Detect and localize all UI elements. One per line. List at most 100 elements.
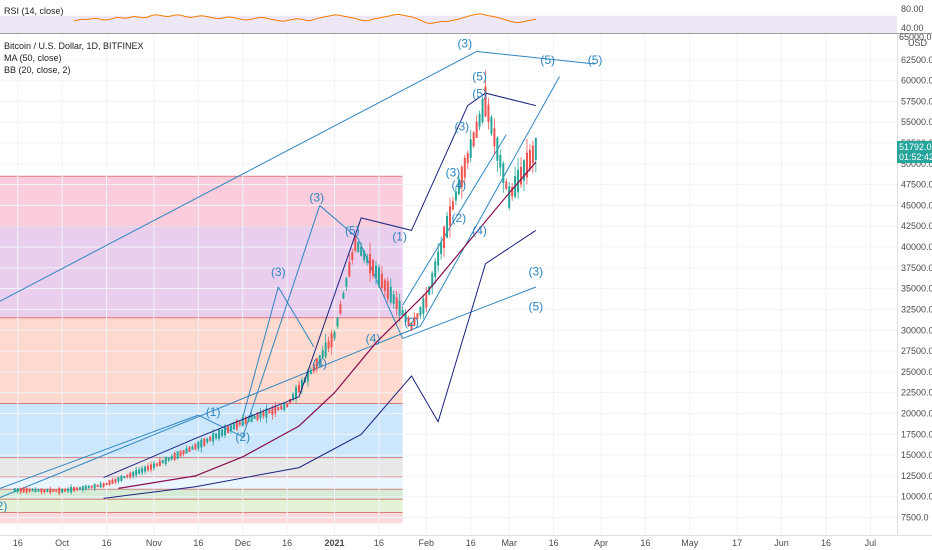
candle-body	[120, 475, 123, 481]
candle-body	[395, 297, 398, 310]
candle-body	[212, 433, 215, 442]
candle-body	[135, 470, 138, 476]
candle-body	[366, 256, 369, 263]
wave-line-major[interactable]	[0, 51, 477, 302]
candle-body	[280, 405, 283, 410]
candle-body	[490, 116, 493, 134]
candle-body	[28, 489, 31, 492]
candle-body	[336, 317, 339, 327]
wave-label: (4)	[366, 332, 381, 346]
candle-body	[241, 417, 244, 427]
candle-body	[256, 412, 259, 421]
x-tick-label: 2021	[325, 538, 345, 548]
candle-body	[508, 186, 511, 208]
candle-body	[520, 166, 523, 185]
x-tick-label: Dec	[235, 538, 252, 548]
wave-line-major-end[interactable]	[476, 50, 596, 65]
candle-body	[176, 451, 179, 459]
candle-body	[93, 484, 96, 489]
candle-body	[339, 304, 342, 314]
candle-body	[200, 439, 203, 448]
wave-line[interactable]	[319, 205, 359, 240]
wave-line[interactable]	[402, 286, 537, 340]
time-axis-labels[interactable]: 16 Oct 16 Nov 16 Dec 16 2021 16 Feb 16 Mar 16 Apr 16 Ma…	[13, 538, 876, 548]
candle-body	[321, 350, 324, 359]
x-tick-label: Oct	[55, 538, 70, 548]
candle-body	[448, 206, 451, 226]
candle-body	[229, 425, 232, 431]
rsi-legend: RSI (14, close)	[4, 6, 64, 16]
wave-channel-lower[interactable]	[0, 325, 421, 498]
candle-body	[496, 137, 499, 161]
candle-body	[289, 398, 292, 404]
wave-label: (2)	[452, 211, 467, 225]
candle-body	[437, 251, 440, 266]
wave-line[interactable]	[402, 134, 507, 306]
wave-label: (3)	[309, 190, 324, 204]
wave-channel-upper[interactable]	[419, 76, 560, 327]
candle-body	[170, 455, 173, 460]
x-tick-label: Mar	[501, 538, 517, 548]
wave-line[interactable]	[242, 205, 321, 437]
y-tick-label: 10000.0	[901, 492, 932, 502]
wave-line[interactable]	[198, 414, 243, 438]
candle-body	[383, 280, 386, 291]
candle-body	[215, 433, 218, 439]
wave-label: (2)	[0, 499, 7, 513]
wave-label: (5)	[345, 224, 360, 238]
candle-body	[531, 145, 534, 163]
candle-body	[327, 341, 330, 349]
wave-label: (5)	[588, 53, 603, 67]
candle-body	[431, 272, 434, 287]
wave-line[interactable]	[0, 414, 199, 489]
fib-zone	[0, 176, 403, 227]
candle-body	[416, 313, 419, 319]
candle-body	[31, 489, 34, 492]
wave-label: (4)	[452, 178, 467, 192]
x-tick-label: 16	[640, 538, 650, 548]
current-price: 51792.0	[899, 142, 932, 152]
candle-body	[232, 423, 235, 430]
y-tick-label: 22500.0	[901, 388, 932, 398]
symbol-title: Bitcoin / U.S. Dollar, 1D, BITFINEX	[4, 41, 144, 51]
x-tick-label: 16	[374, 538, 384, 548]
candle-body	[123, 476, 126, 479]
elliott-wave-lines[interactable]	[0, 50, 596, 498]
candle-body	[238, 421, 241, 425]
wave-label: (2)	[404, 315, 419, 329]
candle-body	[454, 191, 457, 201]
x-tick-label: Nov	[146, 538, 163, 548]
wave-line[interactable]	[357, 238, 404, 339]
price-axis-ticks: 62500.060000.057500.055000.052500.050000…	[901, 55, 932, 523]
price-axis-background[interactable]	[897, 34, 932, 535]
candle-body	[114, 478, 117, 483]
wave-line[interactable]	[277, 286, 315, 348]
candle-body	[330, 333, 333, 347]
candle-body	[221, 429, 224, 436]
candle-body	[525, 152, 528, 178]
y-tick-label: 27500.0	[901, 346, 932, 356]
candle-body	[312, 363, 315, 372]
candle-body	[528, 149, 531, 170]
fib-zone	[0, 499, 403, 513]
candle-body	[141, 468, 144, 473]
candle-body	[46, 489, 49, 492]
ma-legend: MA (50, close)	[4, 53, 62, 63]
unit-label: USD	[908, 38, 928, 48]
candle-body	[179, 451, 182, 457]
candle-body	[481, 99, 484, 123]
candle-body	[96, 484, 99, 488]
candle-body	[398, 300, 401, 316]
x-tick-label: Jul	[865, 538, 877, 548]
candle-body	[52, 489, 55, 492]
candle-body	[374, 265, 377, 279]
candle-body	[58, 488, 61, 494]
candle-body	[55, 489, 58, 492]
candle-body	[155, 463, 158, 466]
wave-label: (5)	[528, 299, 543, 313]
x-tick-label: Jun	[774, 538, 789, 548]
bb-upper-line	[103, 92, 536, 479]
candle-body	[274, 405, 277, 414]
candle-body	[292, 393, 295, 400]
